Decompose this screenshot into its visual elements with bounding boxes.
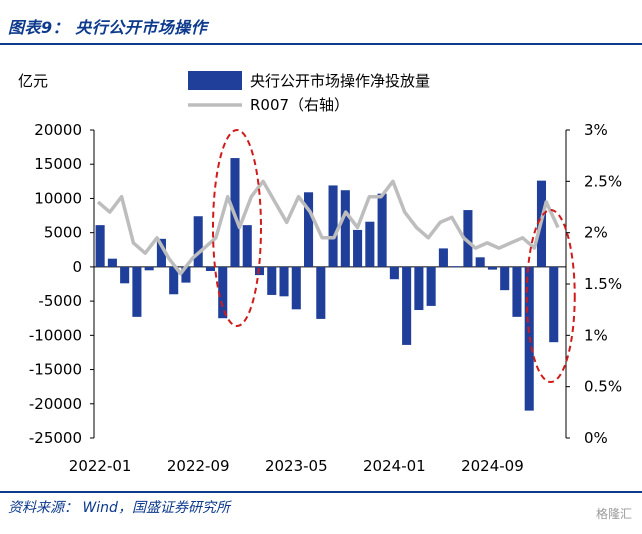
- bar: [463, 210, 473, 267]
- bar: [500, 266, 510, 291]
- right-tick-label: 1.5%: [584, 275, 622, 293]
- legend-bar-label: 央行公开市场操作净投放量: [250, 72, 430, 90]
- right-tick-label: 0%: [584, 429, 608, 447]
- r007-line: [96, 179, 560, 276]
- legend-bar-swatch: [188, 71, 242, 90]
- x-tick-label: 2024-09: [461, 457, 524, 475]
- bar: [267, 266, 277, 295]
- bar: [181, 266, 191, 283]
- right-tick-label: 0.5%: [584, 378, 622, 396]
- right-tick-label: 1%: [584, 326, 608, 344]
- bar: [291, 266, 301, 310]
- bar: [107, 258, 117, 267]
- bar: [242, 225, 252, 267]
- bar: [279, 266, 289, 297]
- bar: [426, 266, 436, 306]
- bar: [549, 266, 559, 343]
- chart-title: 图表9： 央行公开市场操作: [8, 18, 208, 37]
- footer-rule: [0, 491, 642, 493]
- source-note: 资料来源： Wind，国盛证券研究所: [8, 500, 230, 516]
- left-tick-label: -25000: [29, 429, 82, 447]
- x-tick-label: 2022-01: [69, 457, 132, 475]
- bar: [193, 216, 203, 267]
- bar: [487, 266, 497, 270]
- chart-canvas: 央行公开市场操作净投放量 R007（右轴） 亿元 20000 15000 10000…: [18, 71, 622, 475]
- right-tick-label: 2.5%: [584, 172, 622, 190]
- left-tick-label: 15000: [34, 155, 82, 173]
- x-tick-label: 2024-01: [363, 457, 426, 475]
- bar: [156, 238, 166, 267]
- bar: [304, 192, 314, 267]
- left-tick-label: 20000: [34, 121, 82, 139]
- bar: [414, 266, 424, 311]
- left-tick-label: -20000: [29, 395, 82, 413]
- annotations: [211, 129, 576, 383]
- left-tick-label: -5000: [38, 292, 82, 310]
- left-tick-label: -15000: [29, 361, 82, 379]
- bar: [365, 221, 375, 267]
- left-tick-label: 10000: [34, 189, 82, 207]
- line-series: [96, 179, 560, 276]
- left-tick-label: 0: [72, 258, 82, 276]
- highlight-ellipse: [211, 129, 262, 327]
- bar: [377, 193, 387, 267]
- bar: [438, 248, 448, 267]
- right-tick-label: 3%: [584, 121, 608, 139]
- left-axis-unit: 亿元: [18, 72, 48, 90]
- bar-series: [95, 158, 559, 411]
- bar: [475, 257, 485, 267]
- bar: [120, 266, 130, 284]
- bar: [328, 185, 338, 267]
- left-tick-label: -10000: [29, 326, 82, 344]
- bar: [169, 266, 179, 295]
- bar: [451, 266, 461, 268]
- bar: [340, 190, 350, 267]
- watermark: 格隆汇: [595, 507, 632, 521]
- left-tick-label: 5000: [44, 224, 82, 242]
- bar: [389, 266, 399, 280]
- right-tick-label: 2%: [584, 224, 608, 242]
- title-rule: [0, 43, 642, 45]
- bar: [144, 266, 154, 271]
- bar: [402, 266, 412, 345]
- bar: [512, 266, 522, 317]
- bar: [316, 266, 326, 319]
- bar: [205, 266, 216, 271]
- x-tick-label: 2022-09: [167, 457, 230, 475]
- highlight-ellipse: [525, 209, 576, 383]
- bar: [132, 266, 142, 317]
- bar: [95, 225, 105, 267]
- legend-line-label: R007（右轴）: [250, 96, 349, 114]
- bar: [353, 229, 363, 267]
- bar: [218, 266, 228, 319]
- x-tick-label: 2023-05: [265, 457, 328, 475]
